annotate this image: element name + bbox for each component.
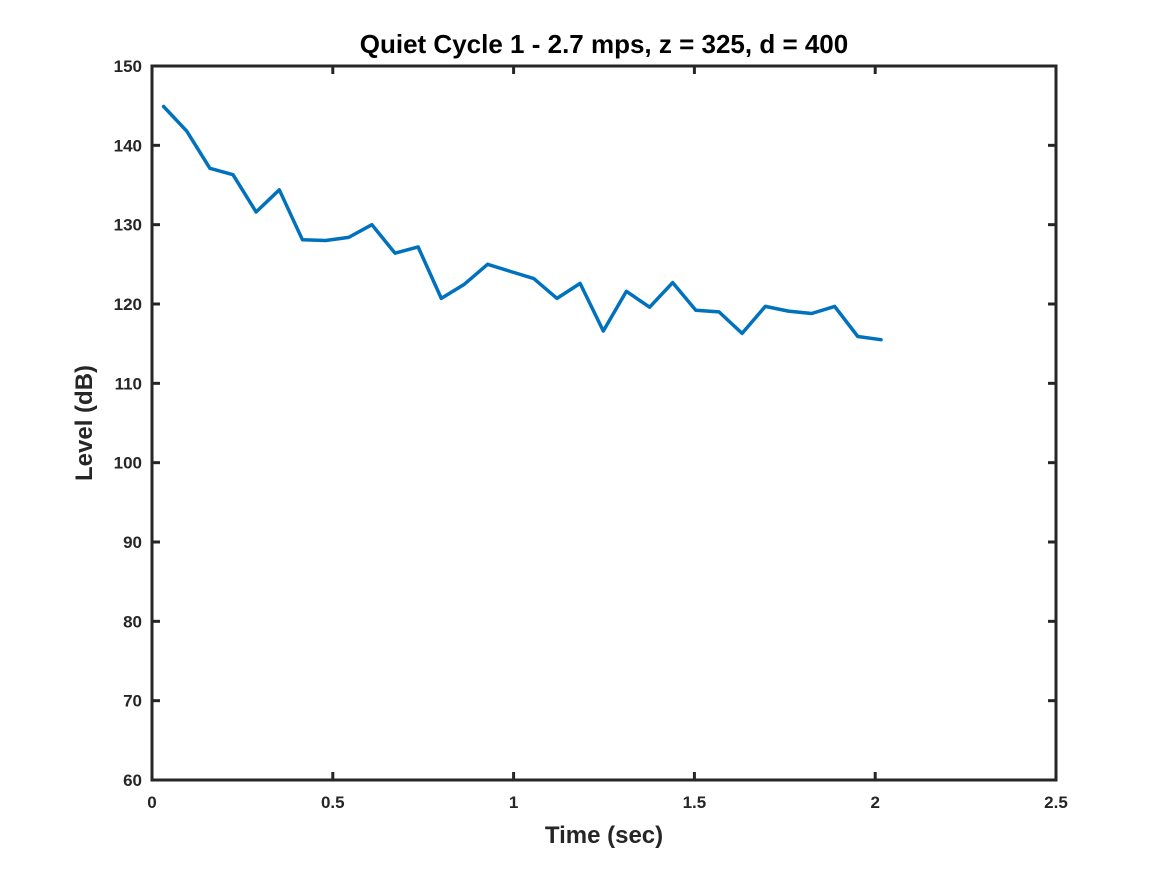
y-tick-label: 60	[123, 771, 142, 790]
data-point	[208, 167, 211, 170]
y-tick-label: 80	[123, 612, 142, 631]
y-tick-label: 110	[115, 374, 142, 393]
y-tick-label: 90	[123, 533, 142, 552]
series-line	[161, 104, 883, 342]
data-point	[486, 263, 489, 266]
data-point	[625, 290, 628, 293]
data-point	[694, 309, 697, 312]
data-point	[301, 238, 304, 241]
data-point	[648, 306, 651, 309]
data-point	[555, 297, 558, 300]
x-tick-label: 2	[870, 793, 879, 812]
data-point	[463, 283, 466, 286]
data-point	[440, 297, 443, 300]
data-point	[185, 130, 188, 133]
data-point	[879, 338, 882, 341]
data-point	[833, 305, 836, 308]
y-tick-label: 140	[114, 136, 142, 155]
y-tick-label: 100	[114, 454, 142, 473]
data-point	[370, 223, 373, 226]
data-point	[162, 105, 165, 108]
data-point	[810, 312, 813, 315]
y-tick-label: 70	[123, 692, 142, 711]
chart-title: Quiet Cycle 1 - 2.7 mps, z = 325, d = 40…	[360, 29, 848, 59]
data-point	[717, 310, 720, 313]
data-point	[509, 270, 512, 273]
data-point	[741, 332, 744, 335]
data-point	[787, 310, 790, 313]
data-point	[231, 173, 234, 176]
data-point	[324, 239, 327, 242]
data-point	[602, 329, 605, 332]
data-point	[579, 282, 582, 285]
data-point	[856, 335, 859, 338]
data-point	[393, 252, 396, 255]
data-point	[347, 236, 350, 239]
data-point	[417, 245, 420, 248]
y-tick-label: 120	[114, 295, 142, 314]
y-tick-label: 150	[114, 57, 142, 76]
x-tick-label: 1	[509, 793, 518, 812]
data-point	[255, 210, 258, 213]
x-tick-label: 1.5	[683, 793, 707, 812]
axes-box	[150, 64, 1058, 782]
x-axis-label: Time (sec)	[545, 822, 663, 849]
x-tick-label: 2.5	[1044, 793, 1068, 812]
y-tick-label: 130	[114, 216, 142, 235]
data-point	[532, 277, 535, 280]
tick-labels: 0 0.5 1 1.5 2 2.5 60 70 80 90 100 110 120 130 140 150	[114, 57, 1068, 812]
x-tick-label: 0	[147, 793, 156, 812]
data-point	[764, 305, 767, 308]
data-point	[278, 188, 281, 191]
x-tick-label: 0.5	[321, 793, 345, 812]
plot-area-background	[152, 66, 1056, 780]
y-axis-label: Level (dB)	[71, 365, 98, 481]
data-point	[671, 281, 674, 284]
